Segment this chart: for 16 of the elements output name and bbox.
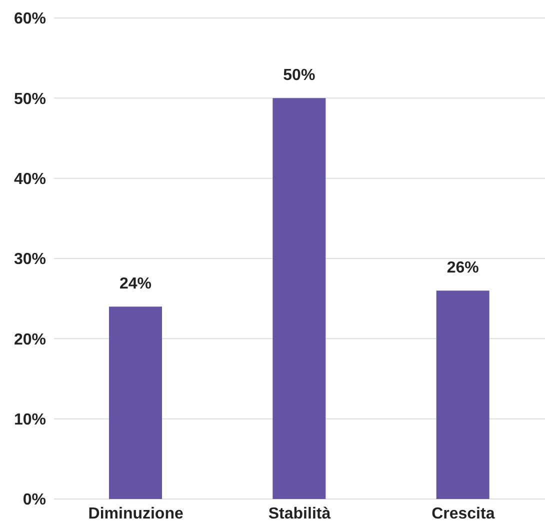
data-label: 24%: [119, 276, 152, 293]
y-tick-label: 40%: [14, 171, 46, 188]
x-tick-label: Stabilità: [268, 505, 331, 522]
bar: [436, 290, 490, 499]
bar: [109, 306, 162, 499]
y-tick-label: 60%: [14, 10, 46, 28]
y-tick-label: 30%: [14, 251, 46, 268]
data-label: 50%: [283, 67, 316, 84]
data-label: 26%: [446, 260, 479, 277]
x-tick-label: Diminuzione: [88, 505, 184, 522]
x-tick-label: Crescita: [432, 505, 495, 522]
y-tick-label: 0%: [22, 492, 46, 509]
bar: [272, 98, 326, 499]
y-tick-label: 10%: [14, 412, 46, 429]
y-tick-label: 20%: [14, 331, 46, 348]
y-tick-label: 50%: [14, 90, 46, 108]
